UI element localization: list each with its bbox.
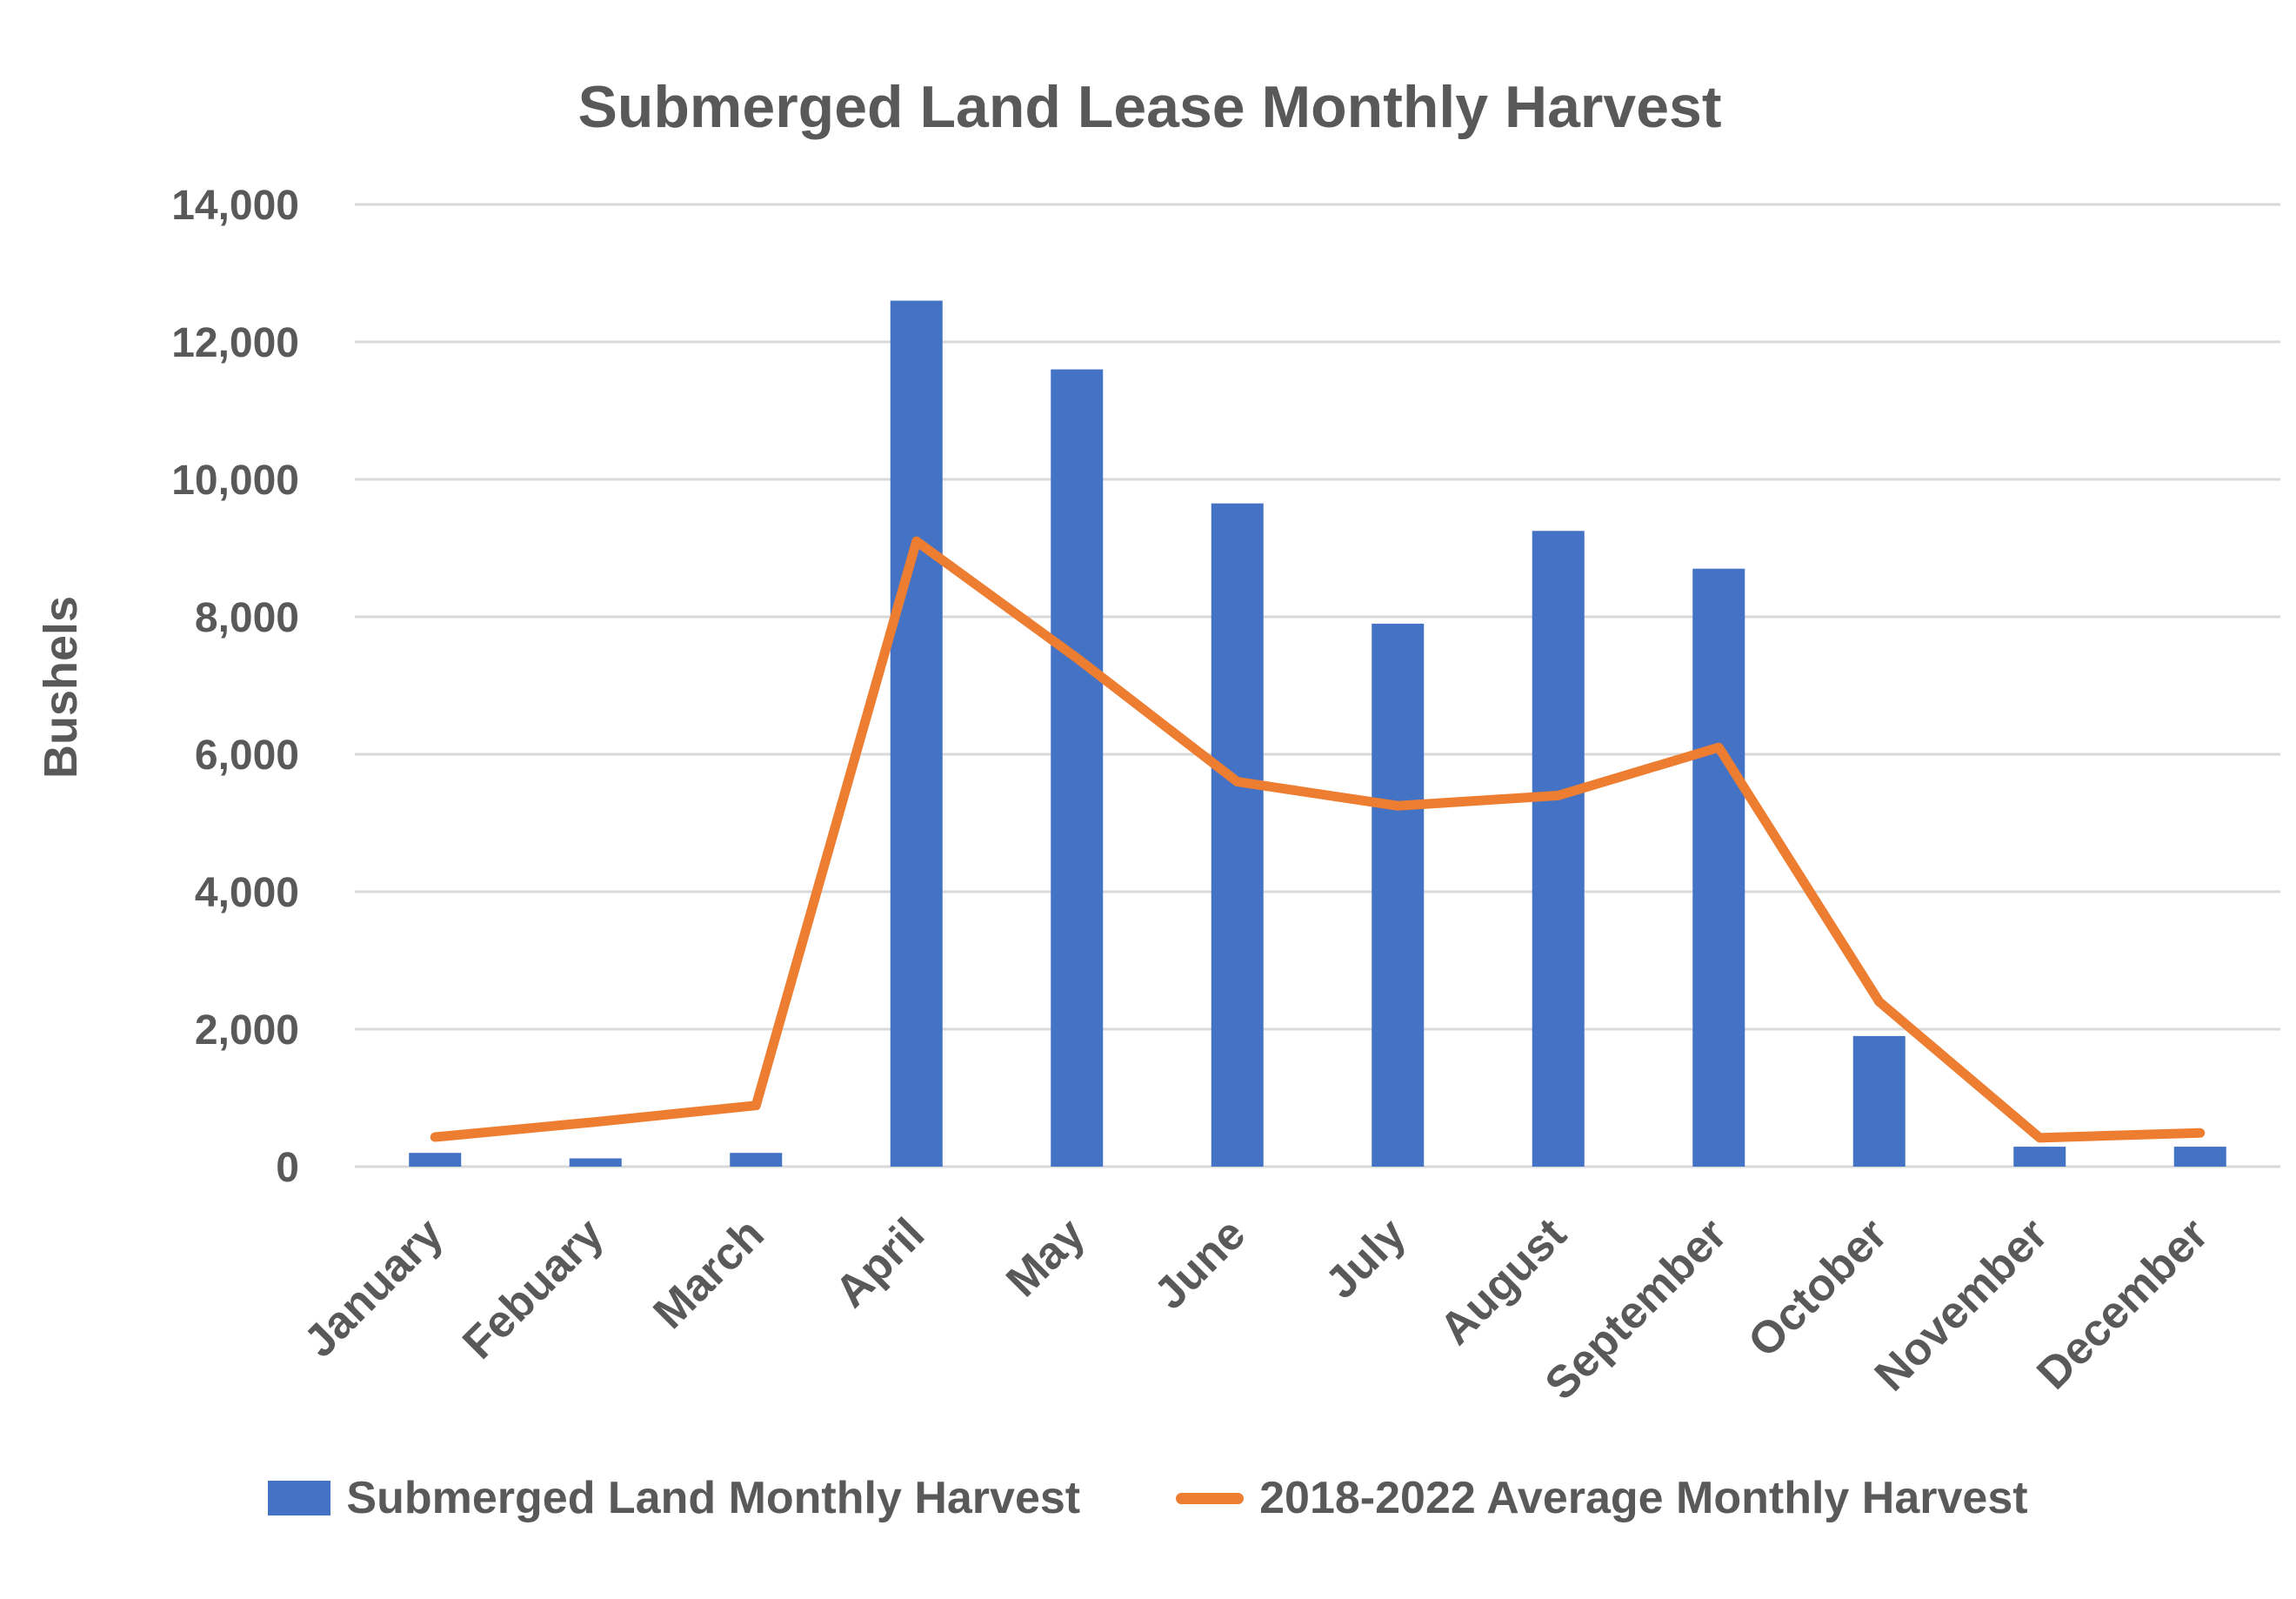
bar-september (1692, 568, 1745, 1167)
line-series-swatch-icon (1176, 1492, 1245, 1504)
bar-series-legend-label: Submerged Land Monthly Harvest (346, 1473, 1081, 1523)
bar-november (2013, 1147, 2066, 1167)
x-tick-label-april: April (825, 1208, 934, 1317)
bar-may (1051, 369, 1104, 1167)
bar-december (2173, 1147, 2226, 1167)
x-tick-label-august: August (1431, 1208, 1577, 1355)
y-axis-title: Bushels (35, 596, 87, 779)
x-tick-label-may: May (997, 1208, 1095, 1307)
x-tick-label-october: October (1739, 1208, 1897, 1367)
bar-january (409, 1153, 462, 1167)
x-tick-label-july: July (1316, 1208, 1416, 1308)
chart-title: Submerged Land Lease Monthly Harvest (578, 74, 1722, 140)
bar-march (730, 1153, 783, 1167)
gridlines (355, 203, 2280, 1168)
x-tick-label-febuary: Febuary (453, 1208, 613, 1368)
y-tick-label-0: 0 (276, 1145, 299, 1191)
y-tick-label-2000: 2,000 (195, 1007, 299, 1054)
x-tick-label-march: March (644, 1208, 773, 1338)
legend-item-bar-series: Submerged Land Monthly Harvest (268, 1472, 1080, 1524)
x-tick-label-january: January (295, 1208, 453, 1367)
y-tick-label-4000: 4,000 (195, 870, 299, 916)
y-tick-label-14000: 14,000 (171, 183, 299, 229)
bar-october (1852, 1035, 1906, 1167)
bar-series (409, 300, 2226, 1167)
bar-series-swatch-icon (268, 1481, 331, 1515)
y-tick-label-8000: 8,000 (195, 595, 299, 641)
line-series-legend-label: 2018-2022 Average Monthly Harvest (1259, 1473, 2028, 1523)
y-tick-label-6000: 6,000 (195, 733, 299, 779)
legend: Submerged Land Monthly Harvest 2018-2022… (0, 1472, 2296, 1524)
y-tick-label-12000: 12,000 (171, 320, 299, 366)
x-axis-tick-labels: January Febuary March April May June July Augus… (295, 1208, 2219, 1409)
bar-febuary (569, 1158, 622, 1167)
y-axis-tick-labels: 0 2,000 4,000 6,000 8,000 10,000 12,000 14,000 (171, 183, 299, 1191)
x-tick-label-december: December (2027, 1208, 2218, 1399)
bar-june (1211, 503, 1264, 1167)
x-tick-label-june: June (1145, 1208, 1255, 1319)
bar-august (1532, 531, 1585, 1167)
line-series (430, 536, 2206, 1143)
x-tick-label-november: November (1866, 1208, 2058, 1401)
legend-item-line-series: 2018-2022 Average Monthly Harvest (1176, 1472, 2028, 1524)
bar-july (1372, 623, 1425, 1167)
y-tick-label-10000: 10,000 (171, 458, 299, 504)
bar-april (890, 300, 943, 1167)
